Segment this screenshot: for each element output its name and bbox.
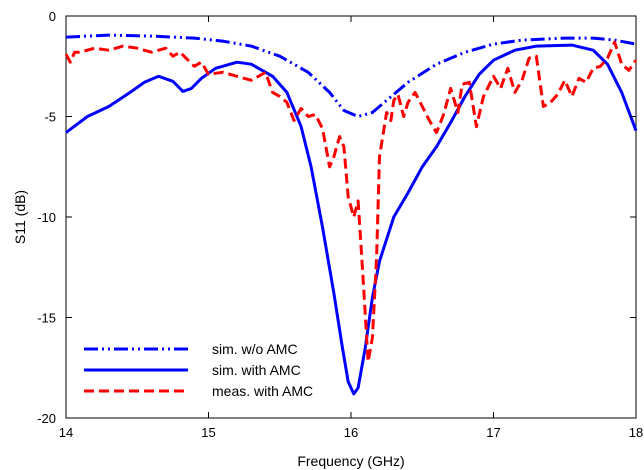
legend-label-meas-with-amc: meas. with AMC xyxy=(212,383,313,399)
y-tick-label: 0 xyxy=(49,9,56,24)
legend: sim. w/o AMC sim. with AMC meas. with AM… xyxy=(84,341,313,399)
y-axis-title: S11 (dB) xyxy=(12,190,28,244)
axis-tick-labels: 14 15 16 17 18 0 -5 -10 -15 -20 xyxy=(37,9,643,440)
series-line-meas-with-amc xyxy=(64,40,638,364)
y-tick-label: -10 xyxy=(37,210,56,225)
x-tick-label: 15 xyxy=(201,425,215,440)
axis-ticks xyxy=(65,15,637,419)
x-tick-label: 18 xyxy=(629,425,643,440)
x-axis-title: Frequency (GHz) xyxy=(297,453,404,469)
x-tick-label: 14 xyxy=(59,425,73,440)
legend-label-sim-with-amc: sim. with AMC xyxy=(212,362,301,378)
y-tick-label: -15 xyxy=(37,311,56,326)
x-tick-label: 17 xyxy=(486,425,500,440)
y-tick-label: -5 xyxy=(44,110,56,125)
plot-frame xyxy=(65,15,637,419)
series-line-sim-w-o-amc xyxy=(65,33,637,118)
x-tick-label: 16 xyxy=(344,425,358,440)
legend-label-sim-wo-amc: sim. w/o AMC xyxy=(212,341,298,357)
series-line-sim-with-amc xyxy=(65,43,638,396)
y-tick-label: -20 xyxy=(37,411,56,426)
plot-area xyxy=(64,15,638,419)
series-layer xyxy=(64,33,638,396)
